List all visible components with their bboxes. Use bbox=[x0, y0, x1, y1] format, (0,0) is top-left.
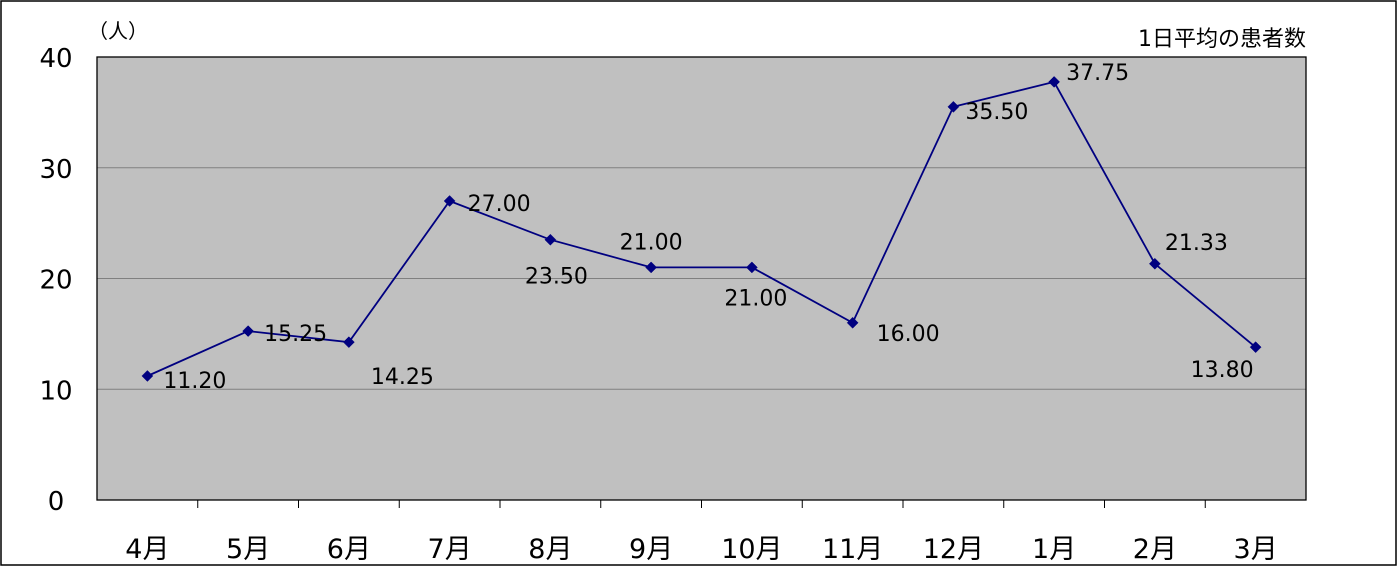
data-label: 13.80 bbox=[1191, 358, 1254, 383]
y-tick-label: 10 bbox=[39, 376, 72, 406]
x-tick-label: 2月 bbox=[1133, 534, 1177, 565]
data-label: 35.50 bbox=[965, 100, 1028, 125]
data-point bbox=[746, 261, 758, 274]
x-tick-label: 11月 bbox=[822, 534, 883, 565]
data-point bbox=[443, 195, 456, 207]
x-axis-ticks: 4月 5月 6月 7月 8月 9月 10月 11月 12月 1月 2月 3月 bbox=[125, 500, 1278, 565]
data-label: 21.00 bbox=[724, 286, 787, 311]
x-tick-label: 10月 bbox=[721, 534, 782, 565]
y-tick-label: 20 bbox=[39, 266, 72, 296]
y-axis-unit-label: （人） bbox=[88, 19, 148, 43]
x-tick-label: 12月 bbox=[923, 534, 984, 565]
data-label: 15.25 bbox=[264, 322, 327, 347]
data-labels: 11.20 15.25 14.25 27.00 23.50 21.00 21.00 16.00… bbox=[163, 61, 1253, 394]
series-line bbox=[147, 80, 1257, 377]
data-label: 16.00 bbox=[877, 322, 940, 347]
data-label: 37.75 bbox=[1066, 61, 1129, 86]
data-point bbox=[343, 336, 355, 349]
x-tick-label: 1月 bbox=[1032, 534, 1076, 565]
x-tick-label: 8月 bbox=[528, 534, 572, 565]
data-label: 27.00 bbox=[468, 192, 531, 217]
x-tick-label: 3月 bbox=[1234, 534, 1278, 565]
y-tick-label: 0 bbox=[48, 487, 65, 517]
x-tick-label: 5月 bbox=[226, 534, 270, 565]
data-point bbox=[544, 233, 557, 246]
chart-title: 1日平均の患者数 bbox=[1138, 27, 1306, 52]
data-label: 21.00 bbox=[620, 230, 683, 255]
y-tick-label: 30 bbox=[39, 155, 72, 185]
data-label: 21.33 bbox=[1165, 231, 1228, 256]
data-point bbox=[645, 261, 657, 274]
y-axis-ticks: 0 10 20 30 40 bbox=[39, 44, 72, 517]
gridlines bbox=[97, 167, 1306, 390]
data-point bbox=[1048, 76, 1060, 88]
series-group bbox=[141, 76, 1262, 382]
x-tick-label: 7月 bbox=[428, 534, 472, 565]
data-point bbox=[242, 325, 254, 337]
x-tick-label: 9月 bbox=[629, 534, 673, 565]
data-label: 14.25 bbox=[371, 365, 434, 390]
data-label: 23.50 bbox=[525, 265, 588, 290]
data-label: 11.20 bbox=[163, 369, 226, 394]
data-point bbox=[947, 100, 960, 113]
data-point bbox=[846, 316, 859, 329]
x-tick-label: 4月 bbox=[125, 534, 169, 565]
data-point bbox=[1249, 341, 1262, 354]
x-tick-label: 6月 bbox=[327, 534, 371, 565]
data-point bbox=[141, 370, 154, 382]
y-tick-label: 40 bbox=[39, 44, 72, 74]
data-point bbox=[1149, 257, 1161, 270]
